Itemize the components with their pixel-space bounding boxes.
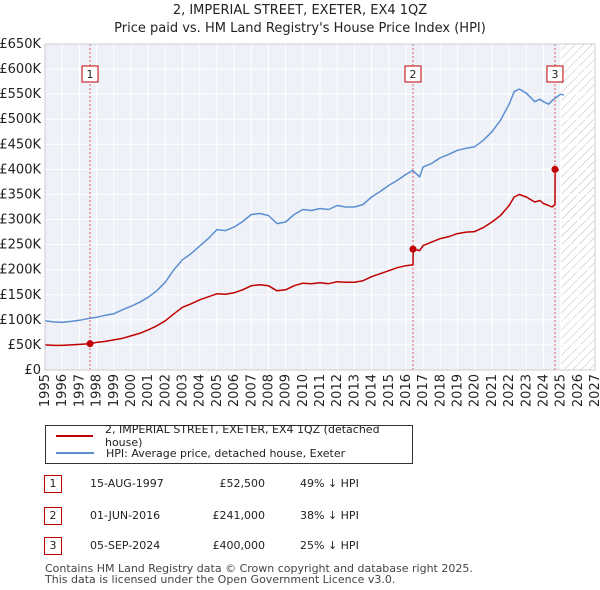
price-chart: 1 2 3 £0 £50K £100K £150K £200K £250K £300K £350K… (0, 37, 600, 407)
y-tick-label: £150K (0, 288, 41, 303)
x-tick-label: 2026 (571, 374, 586, 407)
sale-point (409, 245, 417, 253)
x-tick-label: 2013 (347, 374, 362, 407)
x-tick-label: 2020 (468, 374, 483, 407)
x-tick-label: 2007 (244, 374, 259, 407)
x-tick-label: 1999 (107, 374, 122, 407)
sale-label: 1 (87, 68, 94, 81)
y-tick-label: £50K (8, 338, 42, 353)
legend-item-property: 2, IMPERIAL STREET, EXETER, EX4 1QZ (det… (56, 423, 412, 449)
x-tick-label: 2025 (554, 374, 569, 407)
chart-title: 2, IMPERIAL STREET, EXETER, EX4 1QZ (172, 3, 428, 18)
transaction-row: 3 05-SEP-2024 £400,000 25% ↓ HPI (0, 537, 600, 559)
y-tick-label: £500K (0, 112, 41, 127)
y-tick-label: £400K (0, 162, 41, 177)
y-tick-label: £550K (0, 87, 41, 102)
transaction-marker: 2 (44, 507, 62, 525)
hpi-line (44, 88, 565, 324)
y-tick-label: £250K (0, 238, 41, 253)
footer-line-2: This data is licensed under the Open Gov… (45, 573, 396, 586)
legend-label-hpi: HPI: Average price, detached house, Exet… (106, 446, 346, 460)
chart-subtitle: Price paid vs. HM Land Registry's House … (114, 21, 486, 36)
x-tick-label: 2004 (193, 374, 208, 407)
sale-label-box (81, 65, 99, 83)
x-tick-label: 2005 (210, 374, 225, 407)
x-tick-label: 2022 (502, 374, 517, 407)
x-tick-label: 1997 (72, 374, 87, 407)
legend-swatch-property (56, 435, 93, 437)
y-tick-label: £300K (0, 213, 41, 228)
transaction-row: 2 01-JUN-2016 £241,000 38% ↓ HPI (0, 507, 600, 529)
transaction-price: £52,500 (219, 477, 266, 490)
sale-point (86, 340, 94, 348)
transaction-hpi: 25% ↓ HPI (300, 539, 359, 552)
x-tick-label: 2018 (433, 374, 448, 407)
transaction-price: £241,000 (212, 509, 266, 522)
x-tick-label: 2021 (485, 374, 500, 407)
x-tick-label: 2012 (330, 374, 345, 407)
sale-point (551, 165, 559, 173)
x-tick-label: 2010 (296, 374, 311, 407)
x-tick-label: 2003 (176, 374, 191, 407)
y-tick-label: £100K (0, 313, 41, 328)
y-tick-label: £350K (0, 187, 41, 202)
x-tick-label: 2002 (158, 374, 173, 407)
x-tick-label: 1996 (55, 374, 70, 407)
chart-legend: 2, IMPERIAL STREET, EXETER, EX4 1QZ (det… (45, 423, 413, 464)
sale-label: 3 (551, 68, 558, 81)
footer-line-1: Contains HM Land Registry data © Crown c… (45, 562, 473, 575)
y-tick-label: £450K (0, 137, 41, 152)
y-tick-label: £0 (24, 363, 41, 378)
x-tick-label: 2017 (416, 374, 431, 407)
x-tick-label: 2006 (227, 374, 242, 407)
legend-swatch-hpi (56, 452, 94, 454)
sale-label: 2 (409, 68, 416, 81)
transaction-price: £400,000 (212, 539, 266, 552)
x-tick-label: 2027 (588, 374, 600, 407)
property-price-line (44, 168, 560, 347)
plot-border (44, 43, 596, 371)
x-tick-label: 2001 (141, 374, 156, 407)
transaction-marker: 1 (44, 475, 62, 493)
legend-item-hpi: HPI: Average price, detached house, Exet… (56, 445, 345, 461)
x-tick-label: 2008 (261, 374, 276, 407)
x-tick-label: 2000 (124, 374, 139, 407)
sale-label-box (546, 65, 564, 83)
x-tick-label: 2011 (313, 374, 328, 407)
sale-label-box (404, 65, 422, 83)
x-tick-label: 2016 (399, 374, 414, 407)
legend-label-property: 2, IMPERIAL STREET, EXETER, EX4 1QZ (det… (104, 423, 380, 449)
x-tick-label: 2024 (536, 374, 551, 407)
x-tick-label: 2019 (451, 374, 466, 407)
transaction-date: 05-SEP-2024 (90, 539, 161, 552)
x-tick-label: 2015 (382, 374, 397, 407)
transaction-date: 15-AUG-1997 (90, 477, 164, 490)
transaction-hpi: 38% ↓ HPI (300, 509, 359, 522)
x-tick-label: 1998 (90, 374, 105, 407)
y-tick-label: £200K (0, 263, 41, 278)
y-tick-label: £650K (0, 37, 41, 52)
y-tick-label: £600K (0, 62, 41, 77)
x-tick-label: 2009 (279, 374, 294, 407)
transaction-marker: 3 (44, 537, 62, 555)
x-tick-label: 2023 (519, 374, 534, 407)
x-tick-label: 2014 (365, 374, 380, 407)
transaction-date: 01-JUN-2016 (90, 509, 161, 522)
transaction-hpi: 49% ↓ HPI (300, 477, 359, 490)
x-tick-label: 1995 (38, 374, 53, 407)
transaction-row: 1 15-AUG-1997 £52,500 49% ↓ HPI (0, 475, 600, 497)
footer-copyright: Contains HM Land Registry data © Crown c… (45, 563, 473, 585)
